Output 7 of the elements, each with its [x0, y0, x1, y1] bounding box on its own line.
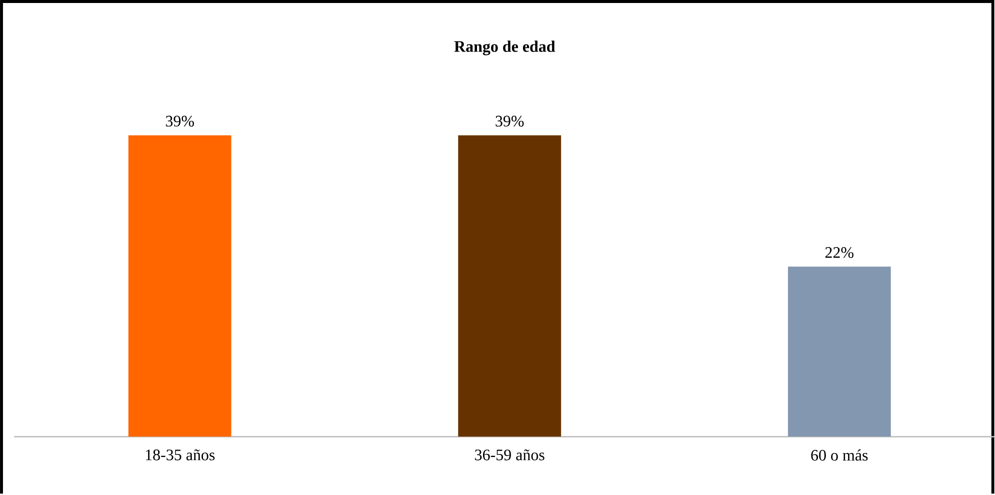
- data-label: 22%: [825, 247, 854, 258]
- x-tick-label: 60 o más: [811, 449, 868, 461]
- x-tick-label: 18-35 años: [146, 449, 215, 460]
- data-label: 39%: [166, 116, 194, 127]
- x-tick-label: 36-59 años: [475, 449, 544, 460]
- chart-title: Rango de edad: [454, 40, 556, 56]
- data-label: 39%: [496, 116, 524, 127]
